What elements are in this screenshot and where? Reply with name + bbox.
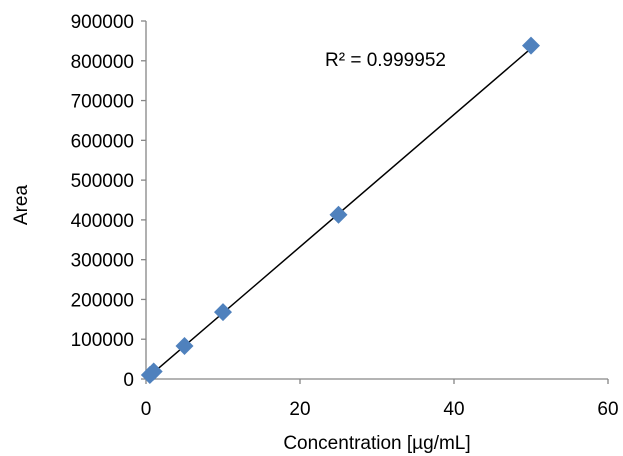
r-squared-annotation: R² = 0.999952: [325, 50, 446, 71]
y-tick-label: 100000: [71, 330, 134, 351]
y-tick-label: 400000: [71, 211, 134, 232]
y-tick-label: 600000: [71, 131, 134, 152]
x-tick-label: 40: [443, 399, 464, 420]
axes: [145, 21, 608, 380]
data-point: [175, 336, 194, 355]
data-points: [140, 36, 540, 385]
y-tick-label: 0: [123, 370, 134, 391]
x-tick-label: 0: [141, 399, 152, 420]
y-tick-label: 500000: [71, 171, 134, 192]
data-point: [214, 303, 232, 322]
y-tick-label: 300000: [71, 251, 134, 272]
y-tick-label: 900000: [71, 12, 134, 33]
y-axis-ticks: 0 100000 200000 300000 400000 500000 600000 700…: [71, 12, 146, 391]
y-tick-label: 700000: [71, 92, 134, 113]
x-axis-title: Concentration [µg/mL]: [283, 433, 470, 454]
y-tick-label: 200000: [71, 290, 134, 311]
x-axis-ticks: 0 20 40 60: [141, 379, 619, 420]
x-tick-label: 60: [597, 399, 618, 420]
y-tick-label: 800000: [71, 52, 134, 73]
x-tick-label: 20: [289, 399, 310, 420]
data-point: [522, 36, 540, 55]
data-point: [329, 205, 348, 224]
data-point: [144, 362, 163, 381]
y-axis-title: Area: [11, 185, 32, 226]
